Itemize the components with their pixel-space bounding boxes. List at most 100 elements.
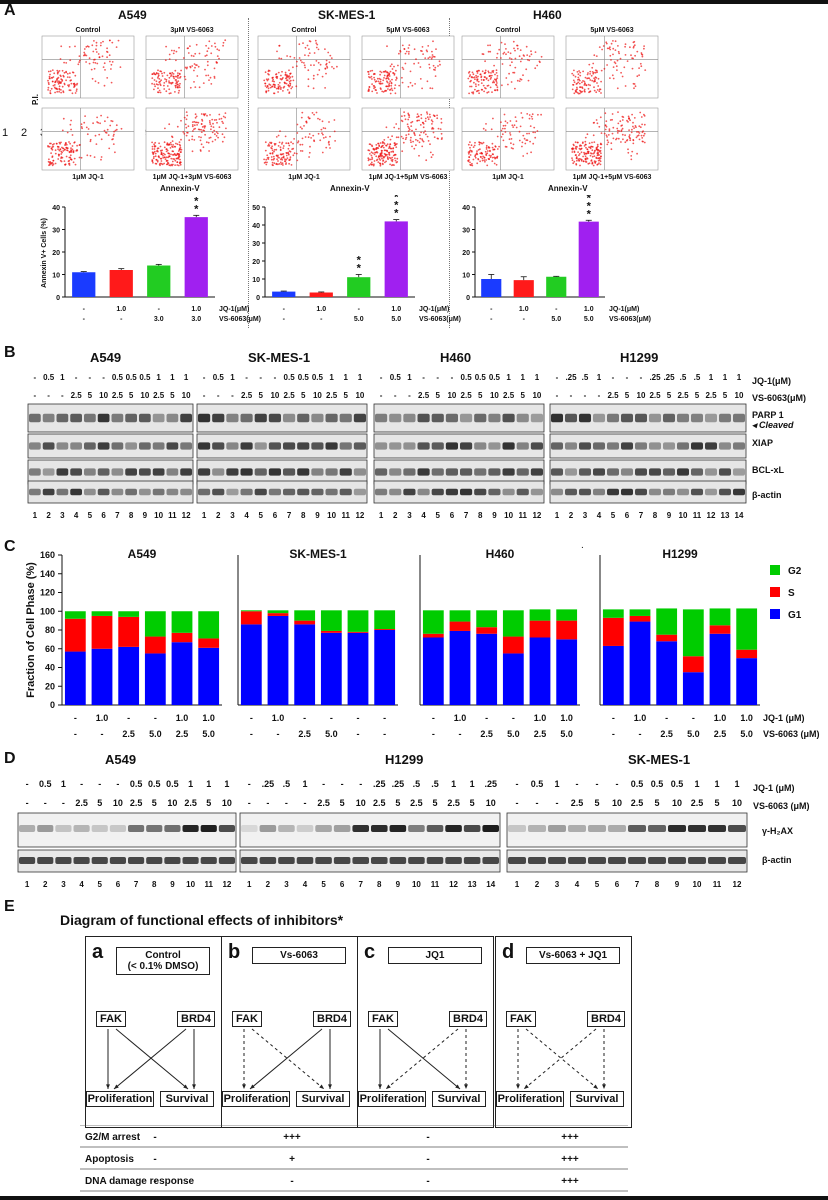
- flow-event-dot: [518, 55, 521, 58]
- flow-event-dot: [406, 123, 409, 126]
- cc-vs-value: -: [74, 729, 77, 739]
- flow-event-dot: [387, 78, 390, 81]
- flow-event-dot: [640, 65, 643, 68]
- flow-event-dot: [195, 64, 197, 66]
- blot-b-band: [70, 413, 82, 423]
- flow-event-dot: [630, 131, 633, 134]
- flow-event-dot: [410, 121, 412, 124]
- flow-event-dot: [407, 53, 410, 55]
- flow-event-dot: [151, 82, 154, 85]
- flow-event-dot: [620, 141, 622, 143]
- flow-event-dot: [504, 145, 507, 148]
- flow-event-dot: [500, 121, 502, 124]
- flow-event-dot: [581, 86, 583, 89]
- flow-event-dot: [305, 120, 308, 123]
- flow-event-dot: [47, 89, 49, 91]
- flow-event-dot: [153, 148, 156, 150]
- flow-event-dot: [151, 73, 154, 75]
- flow-event-dot: [96, 62, 99, 65]
- flow-event-dot: [56, 78, 58, 81]
- flow-event-dot: [619, 57, 622, 60]
- flow-event-dot: [306, 44, 309, 47]
- blot-b-band: [325, 488, 338, 496]
- flow-event-dot: [285, 163, 287, 166]
- flow-event-dot: [275, 87, 278, 90]
- flow-event-dot: [80, 156, 83, 159]
- flow-event-dot: [506, 122, 509, 124]
- flow-event-dot: [187, 125, 190, 128]
- bar-vs-value: -: [320, 316, 323, 323]
- blot-d-band-actin: [55, 857, 72, 864]
- flow-event-dot: [576, 86, 578, 89]
- flow-event-dot: [638, 67, 640, 69]
- blot-b-band: [516, 442, 529, 450]
- blot-b-band: [621, 413, 633, 423]
- blot-b-jq: 1: [723, 373, 728, 382]
- blot-d-jq: -: [341, 779, 344, 789]
- flow-event-dot: [281, 141, 284, 144]
- flow-event-dot: [84, 115, 86, 117]
- flow-event-dot: [595, 55, 598, 57]
- flow-event-dot: [523, 137, 526, 140]
- flow-event-dot: [264, 161, 267, 164]
- flow-event-dot: [588, 63, 591, 66]
- blot-b-lane: 5: [436, 511, 441, 520]
- annexin-bar-charts: 010203040--1.0--3.01.03.0***JQ-1(μM)VS-6…: [41, 195, 651, 323]
- bar-vs-label: VS-6063(μM): [219, 316, 261, 323]
- flow-event-dot: [281, 70, 283, 73]
- flow-event-dot: [408, 50, 410, 53]
- flow-event-dot: [489, 78, 492, 80]
- flow-event-dot: [485, 159, 487, 161]
- bar-jq-value: -: [555, 306, 558, 313]
- flow-event-dot: [387, 85, 390, 88]
- flow-event-dot: [586, 148, 589, 151]
- flow-event-dot: [200, 131, 203, 133]
- flow-event-dot: [197, 65, 200, 68]
- blot-d-band-gh2ax: [445, 825, 462, 832]
- flow-event-dot: [429, 151, 432, 154]
- flow-event-dot: [590, 74, 593, 77]
- blot-b-band: [530, 442, 543, 450]
- flow-event-dot: [379, 159, 382, 161]
- blot-b-band: [198, 413, 211, 423]
- blot-d-band-gh2ax: [608, 825, 626, 832]
- flow-event-dot: [278, 85, 281, 87]
- arrow-fak-prolif-head: [516, 1084, 520, 1089]
- flow-event-dot: [401, 76, 403, 79]
- flow-event-dot: [396, 157, 399, 160]
- flow-event-dot: [176, 161, 179, 164]
- flow-event-dot: [642, 134, 645, 137]
- blot-b-vs: 10: [532, 391, 541, 400]
- blot-d-vs: 5: [206, 798, 211, 808]
- blot-d-jq: 0.5: [39, 779, 52, 789]
- bar-ytick-label: 40: [252, 223, 260, 230]
- flow-event-dot: [513, 71, 516, 74]
- flow-event-dot: [502, 139, 505, 142]
- flow-event-dot: [583, 145, 586, 147]
- cc-title: A549: [128, 547, 157, 561]
- flow-event-dot: [186, 131, 188, 134]
- flow-event-dot: [278, 57, 281, 60]
- flow-event-dot: [612, 126, 615, 129]
- flow-event-dot: [638, 132, 641, 134]
- cc-bar-S: [267, 613, 289, 616]
- blot-b-vs: 5: [521, 391, 526, 400]
- flow-event-dot: [112, 135, 115, 137]
- flow-event-dot: [475, 90, 478, 93]
- flow-event-dot: [641, 55, 644, 58]
- flow-event-dot: [584, 155, 587, 158]
- flow-event-dot: [467, 152, 470, 155]
- cc-vs-value: -: [250, 729, 253, 739]
- flow-event-dot: [60, 157, 62, 160]
- flow-event-dot: [509, 64, 512, 67]
- cc-bar-S: [91, 615, 113, 649]
- flow-event-dot: [165, 90, 168, 93]
- flow-event-dot: [172, 154, 174, 156]
- flow-event-dot: [575, 83, 578, 85]
- flow-event-dot: [593, 71, 595, 74]
- flow-event-dot: [421, 87, 423, 90]
- blot-b-band: [339, 413, 352, 423]
- flow-event-dot: [49, 73, 51, 76]
- flow-event-dot: [78, 144, 81, 146]
- flow-event-dot: [482, 141, 485, 144]
